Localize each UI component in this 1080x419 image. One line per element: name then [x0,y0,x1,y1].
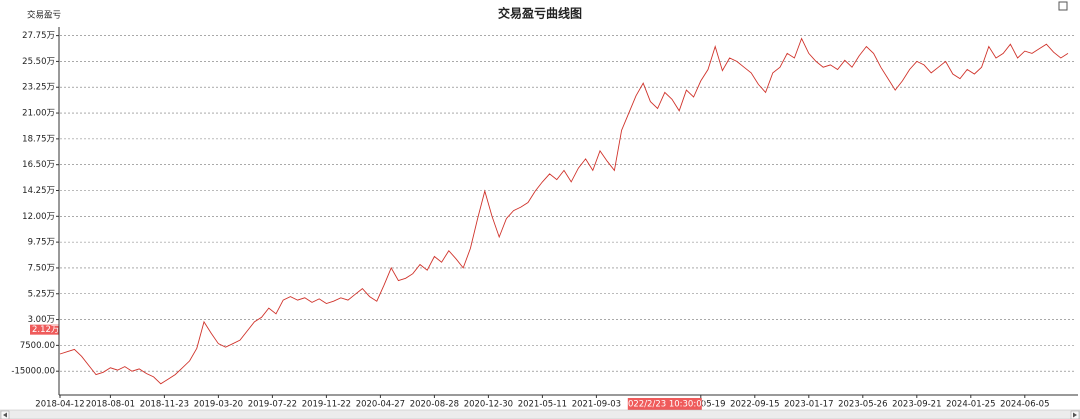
arrow-left [3,412,7,418]
y-tick-label: 18.75万 [22,134,55,144]
y-tick-label: 3.00万 [28,315,55,325]
cursor-y-label: 2.12万 [32,325,59,335]
x-tick-label: 2020-04-27 [356,400,405,410]
y-tick-label: 7.50万 [28,263,55,273]
y-tick-label: 5.25万 [28,289,55,299]
cursor-x-box [627,398,702,410]
x-tick-label: 2023-01-17 [784,400,833,410]
y-tick-label: 12.00万 [22,212,55,222]
y-tick-label: 9.75万 [28,238,55,248]
data-line [59,37,1069,385]
y-tick-label: 21.00万 [22,109,55,119]
x-tick-label: 2021-05-11 [518,400,567,410]
scroll-track[interactable] [0,409,1080,419]
x-tick-label: 2018-11-23 [140,400,189,410]
cursor-y-box [30,324,59,335]
x-tick-label: 2018-04-12 [35,400,84,410]
x-tick-label: 2019-07-22 [248,400,297,410]
chart-title: 交易盈亏曲线图 [498,6,582,21]
y-axis-label: 交易盈亏 [27,10,61,21]
x-tick-label: 2020-08-28 [410,400,459,410]
y-tick-label: 25.50万 [22,57,55,67]
arrow-right [1073,412,1077,418]
window-icon[interactable] [1058,1,1068,11]
x-tick-label: 2019-03-20 [194,400,243,410]
x-tick-label: 2021-09-03 [572,400,621,410]
scrollbar[interactable] [0,409,1080,419]
x-tick-label: 2023-05-26 [838,400,887,410]
y-tick-label: 14.25万 [22,186,55,196]
y-tick-label: 23.25万 [22,83,55,93]
x-tick-label: 2022-09-15 [730,400,779,410]
x-tick-label: 2019-11-22 [302,400,351,410]
y-tick-label: 27.75万 [22,31,55,41]
y-tick-label: 16.50万 [22,160,55,170]
x-tick-label: 2024-06-05 [1000,400,1049,410]
y-tick-label: -15000.00 [11,367,55,377]
x-tick-label: 2018-08-01 [86,400,135,410]
x-tick-label: 2023-09-21 [892,400,941,410]
x-tick-label: 2024-01-25 [946,400,995,410]
x-tick-label: 2020-12-30 [464,400,513,410]
cursor-x-label: 2022/2/23 10:30:00 [623,400,707,410]
plot-area: 27.75万 25.50万 23.25万 21.00万 18.75万 16.50万 14.2… [11,31,1076,410]
y-tick-label: 7500.00 [20,341,55,351]
